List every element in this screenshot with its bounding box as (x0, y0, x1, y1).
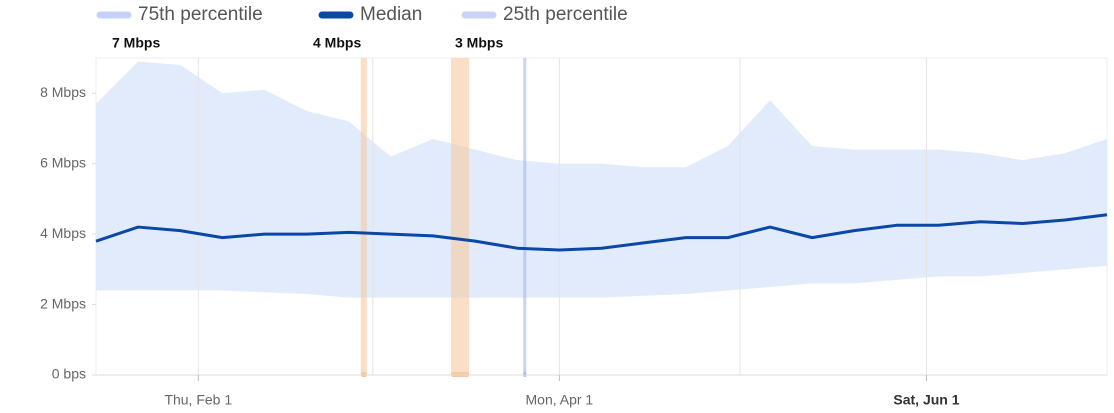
current-value: 7 Mbps (112, 35, 160, 51)
current-value: 4 Mbps (313, 35, 361, 51)
event-band (360, 58, 367, 375)
y-tick-label: 2 Mbps (40, 295, 86, 311)
x-tick-label: Mon, Apr 1 (526, 392, 594, 408)
percentile-band (96, 61, 1107, 298)
current-value: 3 Mbps (455, 35, 503, 51)
event-band (451, 58, 470, 375)
legend-label: 75th percentile (138, 4, 263, 25)
y-tick-label: 4 Mbps (40, 225, 86, 241)
legend-label: Median (360, 4, 422, 25)
y-tick-label: 0 bps (52, 366, 86, 382)
median-line (95, 213, 1108, 252)
x-tick-label: Sat, Jun 1 (893, 392, 959, 408)
y-tick-label: 6 Mbps (40, 154, 86, 170)
y-tick-label: 8 Mbps (40, 84, 86, 100)
legend-label: 25th percentile (503, 4, 628, 25)
x-tick-label: Thu, Feb 1 (164, 392, 232, 408)
event-band (523, 58, 527, 375)
